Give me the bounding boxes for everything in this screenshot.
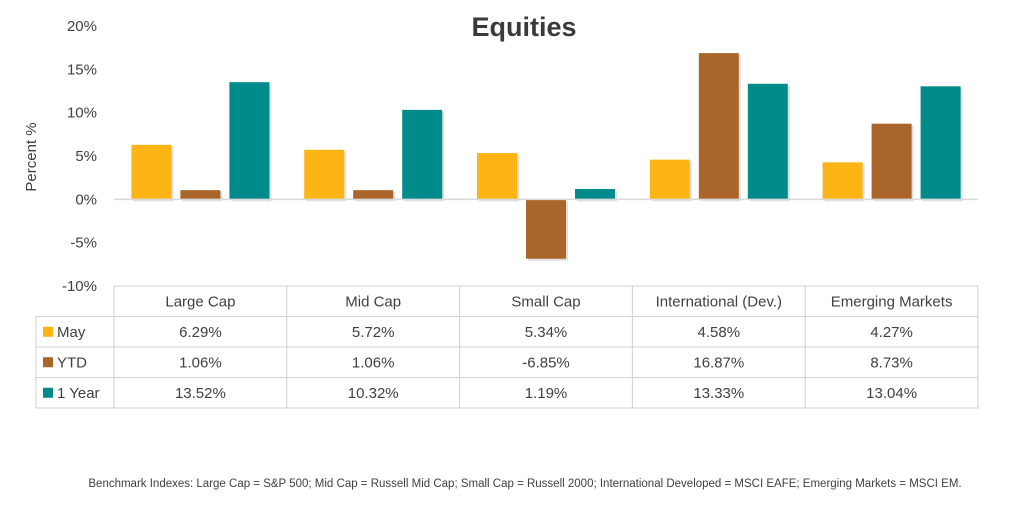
table-cell: 5.34% (525, 324, 568, 341)
table-cell: 6.29% (179, 324, 222, 341)
footnote: Benchmark Indexes: Large Cap = S&P 500; … (88, 478, 961, 490)
bar-ytd (526, 199, 566, 259)
category-label: Small Cap (511, 293, 580, 310)
category-label: Large Cap (165, 293, 235, 310)
y-tick-label: -10% (62, 278, 97, 295)
category-label: International (Dev.) (656, 293, 782, 310)
y-tick-label: -5% (70, 235, 97, 252)
category-label: Emerging Markets (831, 293, 953, 310)
legend-label: May (57, 324, 86, 341)
table-cell: -6.85% (522, 354, 570, 371)
bar-ytd (871, 123, 912, 200)
bar-ytd (698, 53, 739, 200)
bar-may (477, 153, 517, 200)
legend-swatch (43, 357, 53, 368)
table-cell: 1.06% (179, 354, 222, 371)
table-cell: 1.06% (352, 354, 395, 371)
legend-swatch (43, 326, 53, 337)
table-cell: 13.33% (693, 385, 744, 402)
bar-1-year (229, 82, 270, 200)
table-cell: 4.58% (698, 324, 741, 341)
bar-may (304, 149, 345, 200)
table-cell: 13.52% (175, 385, 226, 402)
y-tick-label: 5% (75, 148, 97, 165)
bar-may (822, 162, 863, 200)
bar-series (131, 53, 963, 261)
bar-may (649, 159, 690, 200)
y-axis-ticks: 20% 15% 10% 5% 0% -5% -10% (62, 18, 97, 295)
table-cell: 13.04% (866, 385, 917, 402)
bar-may (131, 144, 172, 200)
bar-ytd (180, 190, 221, 200)
bar-1-year (402, 109, 443, 200)
y-tick-label: 0% (75, 191, 97, 208)
bar-1-year (747, 83, 788, 200)
table-cell: 5.72% (352, 324, 395, 341)
bar-ytd (353, 190, 394, 200)
table-cell: 16.87% (693, 354, 744, 371)
table-cell: 4.27% (870, 324, 913, 341)
y-tick-label: 10% (67, 105, 97, 122)
bar-1-year (920, 86, 961, 200)
y-tick-label: 15% (67, 61, 97, 78)
legend-swatch (43, 387, 53, 398)
legend-label: YTD (57, 354, 87, 371)
legend-label: 1 Year (57, 385, 100, 402)
data-table: Large Cap Mid Cap Small Cap International (… (35, 285, 979, 409)
y-tick-label: 20% (67, 18, 97, 35)
table-cell: 8.73% (870, 354, 913, 371)
table-cell: 1.19% (525, 385, 568, 402)
table-cell: 10.32% (348, 385, 399, 402)
y-axis-label: Percent % (23, 122, 40, 191)
category-label: Mid Cap (345, 293, 401, 310)
chart-title: Equities (471, 12, 576, 42)
bar-1-year (575, 189, 615, 200)
